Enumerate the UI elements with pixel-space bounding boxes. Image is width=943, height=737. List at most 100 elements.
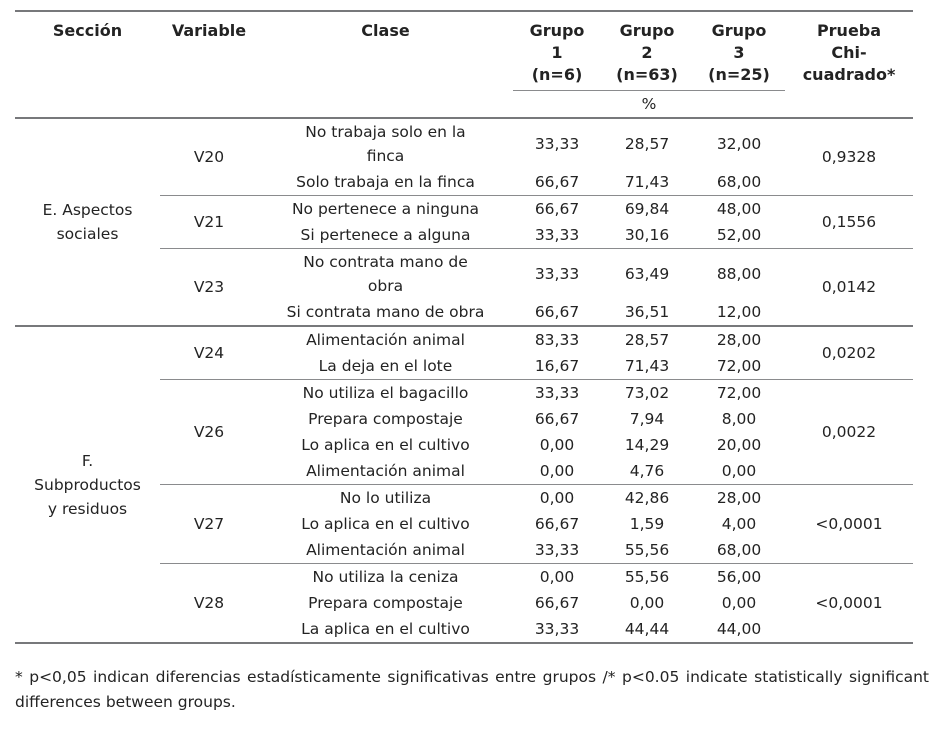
- grupo3-value: 48,00: [693, 195, 785, 222]
- grupo2-value: 7,94: [629, 410, 665, 428]
- section-label-e: E. Aspectos sociales: [42, 201, 133, 243]
- clase-cell: Lo aplica en el cultivo: [301, 515, 470, 533]
- grupo1-value: 33,33: [513, 248, 601, 299]
- grupo3-value: 0,00: [721, 594, 757, 612]
- pvalue-cell-v27: <0,0001: [785, 484, 913, 564]
- col-header-grupo2: Grupo 2 (n=63): [616, 21, 678, 84]
- clase-cell: No utiliza la ceniza: [258, 563, 513, 590]
- pvalue-cell-v20: 0,9328: [821, 148, 877, 166]
- grupo1-value: 33,33: [534, 541, 580, 559]
- grupo1-value: 0,00: [539, 436, 575, 454]
- grupo2-value: 14,29: [624, 436, 670, 454]
- variable-cell-v26: V26: [160, 379, 258, 485]
- clase-cell: La deja en el lote: [318, 357, 453, 375]
- grupo2-value: 63,49: [601, 248, 693, 299]
- variable-cell-v21: V21: [160, 195, 258, 249]
- table-row: Si pertenece a alguna 33,33 30,16 52,00: [15, 222, 913, 249]
- section-label-f: F. Subproductos y residuos: [15, 325, 160, 643]
- table-row: E. Aspectos sociales V20 No trabaja solo…: [15, 118, 913, 243]
- pvalue-cell-v21: 0,1556: [785, 195, 913, 249]
- table-row: Lo aplica en el cultivo 66,67 1,59 4,00: [15, 511, 913, 537]
- grupo2-value: 30,16: [624, 226, 670, 244]
- grupo1-value: 66,67: [534, 515, 580, 533]
- clase-cell: Si pertenece a alguna: [300, 226, 471, 244]
- grupo3-value: 28,00: [693, 484, 785, 511]
- grupo2-value: 44,44: [624, 620, 670, 638]
- grupo1-value: 0,00: [513, 563, 601, 590]
- grupo3-value: 52,00: [716, 226, 762, 244]
- table-row: La aplica en el cultivo 33,33 44,44 44,0…: [15, 616, 913, 643]
- header-row: Sección Variable Clase Grupo 1 (n=6) Gru…: [15, 11, 913, 91]
- grupo2-value: 69,84: [601, 195, 693, 222]
- table-body: E. Aspectos sociales V20 No trabaja solo…: [15, 118, 913, 643]
- grupo2-value: 42,86: [601, 484, 693, 511]
- clase-cell: Alimentación animal: [258, 325, 513, 353]
- grupo3-value: 0,00: [721, 462, 757, 480]
- grupo2-value: 55,56: [624, 541, 670, 559]
- variable-cell-v27: V27: [160, 484, 258, 564]
- clase-cell: Prepara compostaje: [308, 594, 463, 612]
- clase-cell: No contrata mano de obra: [258, 248, 513, 299]
- variable-cell-v28: V28: [160, 563, 258, 643]
- pvalue-cell-v28: <0,0001: [785, 563, 913, 643]
- grupo3-value: 88,00: [693, 248, 785, 299]
- table-row: V27 No lo utiliza 0,00 42,86 28,00 <0,00…: [15, 484, 913, 564]
- grupo1-value: 83,33: [513, 325, 601, 353]
- table-row: Solo trabaja en la finca 66,67 71,43 68,…: [15, 169, 913, 196]
- clase-cell: La aplica en el cultivo: [301, 620, 470, 638]
- pvalue-cell-v23: 0,0142: [785, 248, 913, 326]
- grupo1-value: 66,67: [534, 410, 580, 428]
- clase-cell: Si contrata mano de obra: [286, 303, 485, 321]
- grupo3-value: 4,00: [721, 515, 757, 533]
- col-header-seccion: Sección: [52, 21, 123, 40]
- grupo3-value: 8,00: [721, 410, 757, 428]
- grupo1-value: 16,67: [534, 357, 580, 375]
- grupo1-value: 66,67: [534, 594, 580, 612]
- grupo3-value: 28,00: [693, 325, 785, 353]
- grupo3-value: 56,00: [693, 563, 785, 590]
- grupo2-value: 71,43: [624, 173, 670, 191]
- grupo2-value: 36,51: [624, 303, 670, 321]
- col-header-clase: Clase: [361, 21, 410, 40]
- table-row: V28 No utiliza la ceniza 0,00 55,56 56,0…: [15, 563, 913, 643]
- grupo2-value: 71,43: [624, 357, 670, 375]
- clase-cell: Solo trabaja en la finca: [296, 173, 475, 191]
- subheader-row: %: [15, 90, 913, 118]
- clase-cell: Lo aplica en el cultivo: [301, 436, 470, 454]
- grupo1-value: 33,33: [534, 226, 580, 244]
- table-row: La deja en el lote 16,67 71,43 72,00: [15, 353, 913, 380]
- table-row: F. Subproductos y residuos V24 Alimentac…: [15, 325, 913, 643]
- col-header-grupo1: Grupo 1 (n=6): [529, 21, 585, 84]
- table-header: Sección Variable Clase Grupo 1 (n=6) Gru…: [15, 11, 913, 118]
- grupo1-value: 33,33: [534, 135, 580, 153]
- grupo2-value: 28,57: [601, 325, 693, 353]
- table-row: Alimentación animal 33,33 55,56 68,00: [15, 537, 913, 564]
- grupo3-value: 72,00: [693, 379, 785, 406]
- subheader-percent: %: [513, 90, 785, 118]
- table-row: Lo aplica en el cultivo 0,00 14,29 20,00: [15, 432, 913, 458]
- table-row: V23 No contrata mano de obra 33,33 63,49…: [15, 248, 913, 326]
- variable-cell-v23: V23: [160, 248, 258, 326]
- grupo2-value: 55,56: [601, 563, 693, 590]
- grupo3-value: 20,00: [716, 436, 762, 454]
- table-footnote: * p<0,05 indican diferencias estadística…: [15, 668, 929, 711]
- pvalue-cell-v24: 0,0202: [785, 325, 913, 380]
- grupo1-value: 66,67: [513, 195, 601, 222]
- col-header-grupo3: Grupo 3 (n=25): [708, 21, 770, 84]
- grupo3-value: 72,00: [716, 357, 762, 375]
- clase-cell: No pertenece a ninguna: [258, 195, 513, 222]
- col-header-variable: Variable: [171, 21, 247, 40]
- grupo1-value: 0,00: [513, 484, 601, 511]
- table-row: V21 No pertenece a ninguna 66,67 69,84 4…: [15, 195, 913, 249]
- grupo2-value: 73,02: [601, 379, 693, 406]
- clase-cell: Alimentación animal: [306, 541, 465, 559]
- grupo2-value: 0,00: [629, 594, 665, 612]
- clase-cell: No lo utiliza: [258, 484, 513, 511]
- clase-cell: No trabaja solo en la finca: [305, 123, 466, 165]
- clase-cell: No utiliza el bagacillo: [258, 379, 513, 406]
- pvalue-cell-v26: 0,0022: [785, 379, 913, 485]
- grupo3-value: 44,00: [716, 620, 762, 638]
- table-row: Prepara compostaje 66,67 0,00 0,00: [15, 590, 913, 616]
- variable-cell-v20: V20: [193, 148, 225, 166]
- grupo2-value: 4,76: [629, 462, 665, 480]
